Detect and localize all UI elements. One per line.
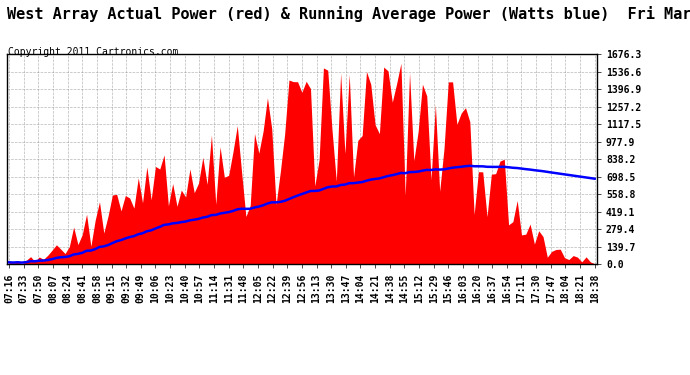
Text: West Array Actual Power (red) & Running Average Power (Watts blue)  Fri Mar 18 1: West Array Actual Power (red) & Running … [7,6,690,22]
Text: Copyright 2011 Cartronics.com: Copyright 2011 Cartronics.com [8,47,179,57]
